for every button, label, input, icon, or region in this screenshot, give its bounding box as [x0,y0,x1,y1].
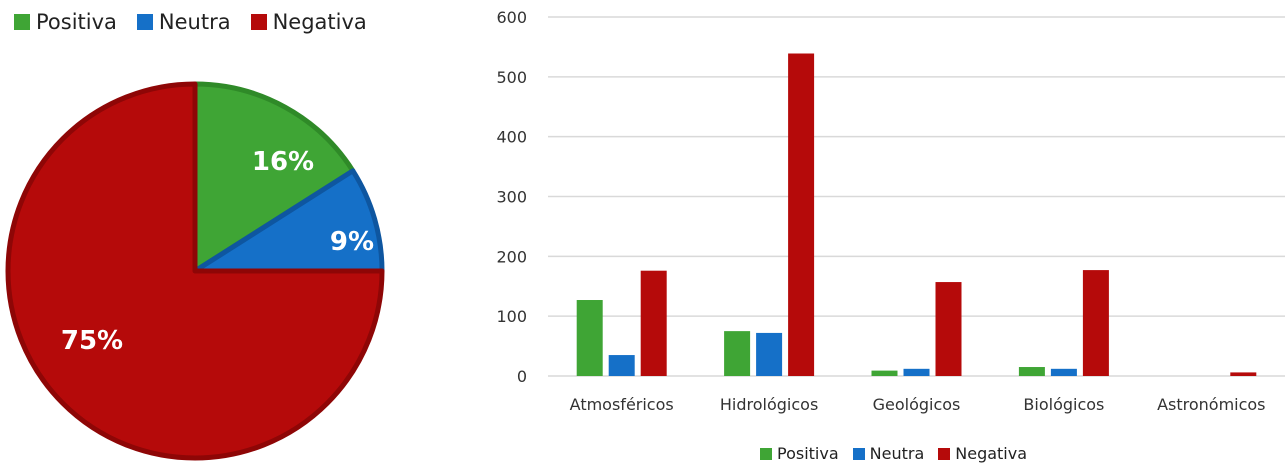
y-tick-label: 100 [496,307,527,326]
bar-legend-label-negativa: Negativa [955,444,1028,463]
y-tick-label: 500 [496,68,527,87]
y-tick-label: 200 [496,247,527,266]
bar-negativa [1082,270,1109,376]
pie-slice-neutra [192,168,385,274]
bar-marks [576,53,1257,377]
pie-legend-neutra: Neutra [136,10,231,34]
bar-legend-neutra: Neutra [852,444,925,463]
pie-data-labels: 16% 9% 75% [61,147,374,356]
bar-legend-label-neutra: Neutra [869,444,925,463]
bar-legend: Positiva Neutra Negativa [760,444,1027,463]
pie-legend-positiva: Positiva [14,10,117,34]
pie-legend: Positiva Neutra Negativa [14,10,367,34]
bar-neutra [756,332,783,376]
bar-negativa [935,282,962,376]
pie-slices [5,81,385,461]
x-tick-label: Geológicos [873,395,961,414]
y-tick-label: 300 [496,188,527,207]
legend-swatch-negativa [250,14,267,30]
pie-label-neutra: 9% [330,227,374,257]
pie-chart: 16% 9% 75% [5,81,385,461]
pie-slice-positiva [192,81,356,274]
bar-legend-swatch-negativa [938,447,951,460]
legend-swatch-positiva [14,14,30,30]
legend-label-neutra: Neutra [158,10,231,34]
bar-positiva [1018,367,1045,376]
bar-legend-swatch-neutra [852,447,865,460]
bar-neutra [1050,368,1077,376]
bar-legend-negativa: Negativa [938,444,1027,463]
x-tick-label: Astronómicos [1157,395,1265,414]
bar-positiva [871,370,898,376]
pie-legend-negativa: Negativa [250,10,367,34]
legend-label-positiva: Positiva [36,10,117,34]
legend-swatch-neutra [136,14,153,30]
bar-legend-positiva: Positiva [760,444,839,463]
x-tick-label: Hidrológicos [720,395,818,414]
pie-label-negativa: 75% [61,326,123,356]
pie-slice-negativa [5,81,385,461]
y-tick-label: 400 [496,128,527,147]
bar-legend-swatch-positiva [760,447,772,460]
legend-label-negativa: Negativa [272,10,367,34]
y-tick-label: 600 [496,8,527,27]
bar-positiva [576,300,603,376]
bar-y-axis-ticks: 0 100 200 300 400 500 600 [496,8,527,386]
bar-negativa [1230,372,1257,376]
bar-neutra [903,368,930,376]
bar-positiva [724,331,751,376]
y-tick-label: 0 [517,367,527,386]
bar-negativa [640,270,667,376]
x-tick-label: Atmosféricos [570,395,674,414]
bar-x-axis-ticks: Atmosféricos Hidrológicos Geológicos Biológ… [570,395,1266,414]
pie-label-positiva: 16% [252,147,314,177]
bar-neutra [608,355,635,376]
x-tick-label: Biológicos [1023,395,1104,414]
bar-legend-label-positiva: Positiva [777,444,839,463]
bar-negativa [788,53,815,377]
